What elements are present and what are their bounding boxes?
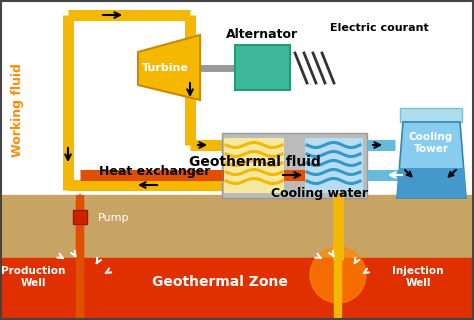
Bar bbox=[235, 45, 290, 90]
Bar bbox=[224, 138, 284, 193]
Text: Working fluid: Working fluid bbox=[11, 63, 25, 157]
Text: Cooling water: Cooling water bbox=[272, 187, 368, 199]
Bar bbox=[400, 108, 462, 122]
Text: Cooling
Tower: Cooling Tower bbox=[409, 132, 453, 154]
Text: Geothermal Zone: Geothermal Zone bbox=[152, 275, 288, 289]
Bar bbox=[73, 210, 87, 224]
Bar bbox=[0, 195, 474, 260]
Text: Alternator: Alternator bbox=[226, 28, 298, 42]
Polygon shape bbox=[397, 122, 466, 198]
Circle shape bbox=[310, 247, 366, 303]
Text: Geothermal fluid: Geothermal fluid bbox=[189, 155, 321, 169]
Text: Production
Well: Production Well bbox=[1, 266, 65, 288]
Bar bbox=[0, 258, 474, 320]
Polygon shape bbox=[138, 35, 200, 100]
Bar bbox=[222, 133, 367, 198]
Polygon shape bbox=[397, 168, 466, 198]
Text: Turbine: Turbine bbox=[142, 63, 189, 73]
Text: Heat exchanger: Heat exchanger bbox=[100, 165, 210, 179]
Text: Injection
Well: Injection Well bbox=[392, 266, 444, 288]
Text: Electric courant: Electric courant bbox=[330, 23, 429, 33]
Bar bbox=[305, 138, 363, 193]
Text: Pump: Pump bbox=[98, 213, 129, 223]
